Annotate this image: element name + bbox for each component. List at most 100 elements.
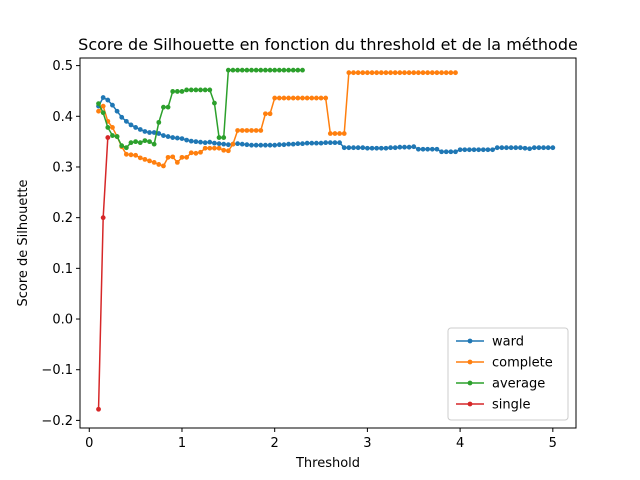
data-point-complete bbox=[304, 95, 310, 101]
data-point-complete bbox=[244, 128, 250, 133]
data-point-average bbox=[253, 67, 259, 73]
data-point-complete bbox=[392, 70, 398, 76]
data-point-ward bbox=[267, 142, 273, 148]
data-point-complete bbox=[337, 131, 342, 136]
data-point-complete bbox=[346, 70, 352, 76]
y-tick-label: −0.1 bbox=[41, 363, 73, 378]
data-point-complete bbox=[147, 158, 152, 164]
data-point-complete bbox=[323, 95, 329, 101]
plot-frame bbox=[79, 57, 577, 429]
data-point-ward bbox=[198, 139, 203, 145]
data-point-ward bbox=[235, 141, 241, 147]
data-point-ward bbox=[281, 142, 287, 148]
data-point-complete bbox=[212, 145, 217, 151]
data-point-complete bbox=[369, 70, 375, 76]
data-point-complete bbox=[439, 70, 444, 76]
data-point-average bbox=[128, 140, 134, 146]
data-point-ward bbox=[360, 145, 366, 151]
data-point-complete bbox=[133, 152, 139, 158]
data-point-complete bbox=[202, 145, 208, 151]
data-point-complete bbox=[425, 70, 431, 76]
data-point-ward bbox=[536, 145, 542, 151]
data-point-ward bbox=[341, 145, 347, 151]
data-point-ward bbox=[161, 133, 166, 138]
data-point-complete bbox=[448, 70, 454, 76]
data-point-complete bbox=[300, 95, 305, 101]
data-point-single bbox=[100, 215, 106, 221]
data-point-complete bbox=[165, 154, 171, 160]
data-point-ward bbox=[253, 142, 259, 148]
x-tick-label: 5 bbox=[549, 436, 557, 451]
data-point-complete bbox=[193, 150, 199, 156]
data-point-complete bbox=[230, 141, 236, 147]
data-point-complete bbox=[327, 131, 333, 136]
legend-marker bbox=[467, 401, 473, 407]
data-point-complete bbox=[402, 70, 407, 76]
data-point-complete bbox=[96, 108, 101, 114]
data-point-ward bbox=[397, 144, 403, 150]
data-point-ward bbox=[114, 108, 120, 114]
data-point-ward bbox=[522, 145, 528, 151]
data-point-complete bbox=[429, 70, 435, 76]
data-point-complete bbox=[100, 103, 106, 109]
y-tick-label: 0.2 bbox=[52, 211, 73, 226]
data-point-ward bbox=[128, 122, 134, 128]
data-point-complete bbox=[235, 128, 241, 133]
data-point-average bbox=[114, 134, 120, 139]
data-point-average bbox=[281, 67, 287, 73]
data-point-complete bbox=[179, 154, 185, 160]
data-point-average bbox=[174, 89, 180, 94]
data-point-ward bbox=[119, 114, 125, 120]
data-point-ward bbox=[105, 97, 111, 103]
data-point-average bbox=[230, 67, 236, 73]
data-point-complete bbox=[374, 70, 380, 76]
data-point-ward bbox=[351, 145, 356, 151]
data-point-complete bbox=[128, 152, 134, 158]
data-point-ward bbox=[165, 134, 171, 139]
data-point-complete bbox=[434, 70, 440, 76]
data-point-ward bbox=[439, 149, 444, 155]
data-point-average bbox=[170, 89, 176, 94]
data-point-ward bbox=[300, 141, 305, 147]
data-point-average bbox=[212, 100, 217, 106]
data-point-average bbox=[286, 67, 291, 73]
data-point-ward bbox=[249, 142, 254, 148]
x-tick-label: 0 bbox=[85, 436, 93, 451]
y-tick-label: 0.3 bbox=[52, 160, 73, 175]
data-point-complete bbox=[156, 162, 162, 167]
legend-marker bbox=[467, 338, 473, 344]
legend-label: average bbox=[492, 377, 545, 392]
data-point-ward bbox=[314, 140, 319, 146]
data-point-ward bbox=[531, 145, 537, 151]
data-point-ward bbox=[290, 141, 296, 147]
data-point-ward bbox=[392, 145, 398, 151]
data-point-ward bbox=[174, 135, 180, 141]
data-point-average bbox=[225, 67, 231, 73]
data-point-complete bbox=[249, 128, 254, 133]
data-point-complete bbox=[378, 70, 384, 76]
data-point-ward bbox=[202, 140, 208, 146]
plot-area bbox=[96, 67, 556, 412]
data-point-ward bbox=[286, 141, 291, 147]
data-point-average bbox=[258, 67, 264, 73]
data-point-ward bbox=[494, 145, 500, 151]
data-point-complete bbox=[161, 163, 166, 169]
data-point-complete bbox=[184, 154, 190, 160]
data-point-ward bbox=[156, 131, 162, 136]
data-point-average bbox=[133, 139, 139, 145]
data-point-ward bbox=[212, 140, 217, 146]
data-point-ward bbox=[378, 145, 384, 151]
data-point-ward bbox=[443, 149, 449, 155]
data-point-ward bbox=[179, 136, 185, 141]
data-point-complete bbox=[123, 151, 129, 157]
data-point-complete bbox=[198, 149, 203, 155]
legend-marker bbox=[467, 380, 473, 386]
data-point-ward bbox=[170, 135, 176, 140]
data-point-average bbox=[100, 110, 106, 116]
data-point-complete bbox=[253, 128, 259, 133]
data-point-average bbox=[202, 87, 208, 93]
data-point-ward bbox=[374, 145, 380, 151]
data-point-ward bbox=[216, 141, 222, 147]
data-point-ward bbox=[480, 147, 486, 153]
data-point-ward bbox=[545, 145, 551, 151]
